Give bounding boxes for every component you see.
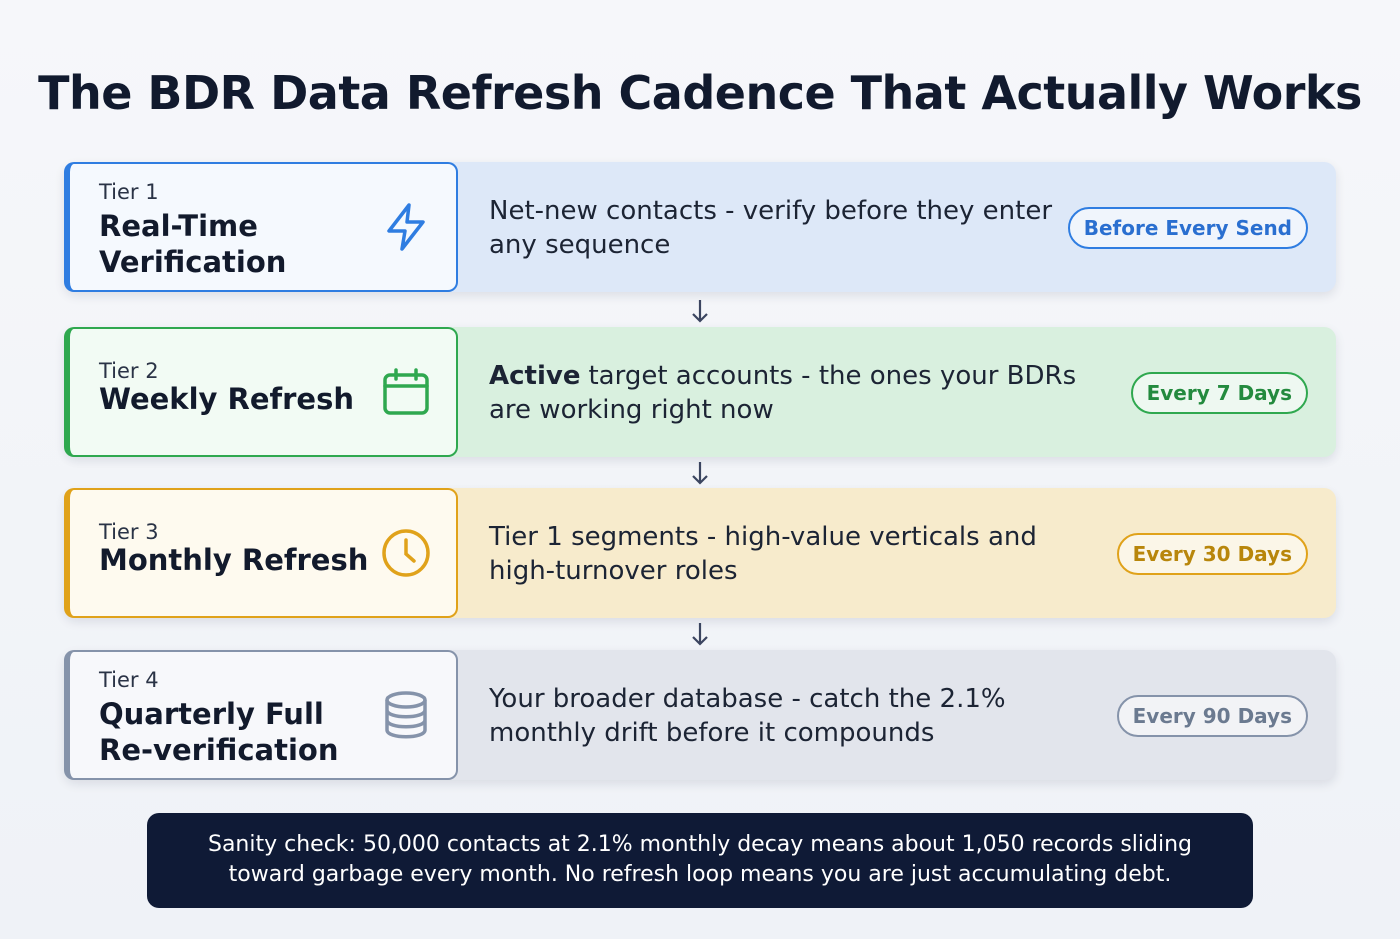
description-emphasis: Active bbox=[489, 361, 581, 391]
tier-card: Tier 1 Real-Time Verification Net-new co… bbox=[64, 162, 1336, 292]
arrow bbox=[692, 623, 708, 646]
tier-box: Tier 2 Weekly Refresh bbox=[64, 327, 458, 457]
tier-box: Tier 4 Quarterly Full Re-verification bbox=[64, 650, 458, 780]
database-icon bbox=[385, 691, 427, 739]
tier-description: Your broader database - catch the 2.1% m… bbox=[489, 684, 1006, 748]
cadence-badge: Before Every Send bbox=[1067, 207, 1308, 249]
arrow bbox=[692, 462, 708, 485]
calendar-icon bbox=[383, 368, 429, 415]
tier-label: Tier 3 bbox=[99, 520, 159, 544]
tier-name: Quarterly Full Re-verification bbox=[99, 697, 339, 767]
tier-name: Monthly Refresh bbox=[99, 543, 369, 577]
cadence-badge: Every 7 Days bbox=[1130, 372, 1308, 414]
tier-box: Tier 1 Real-Time Verification bbox=[64, 162, 458, 292]
footer-note: Sanity check: 50,000 contacts at 2.1% mo… bbox=[147, 813, 1253, 908]
tier-description: Active target accounts - the ones your BD… bbox=[489, 359, 1079, 427]
tier-label: Tier 4 bbox=[99, 668, 159, 692]
tier-name: Real-Time Verification bbox=[99, 209, 287, 279]
tier-card: Tier 3 Monthly Refresh Tier 1 segments -… bbox=[64, 488, 1336, 618]
title: The BDR Data Refresh Cadence That Actual… bbox=[38, 66, 1362, 120]
tier-label: Tier 2 bbox=[99, 359, 159, 383]
tier-description: Tier 1 segments - high-value verticals a… bbox=[489, 522, 1037, 586]
description-text: target accounts - the ones your BDRs are… bbox=[489, 361, 1077, 425]
tier-label: Tier 1 bbox=[99, 180, 159, 204]
tier-box: Tier 3 Monthly Refresh bbox=[64, 488, 458, 618]
tier-name: Weekly Refresh bbox=[99, 382, 355, 416]
tier-description: Net-new contacts - verify before they en… bbox=[489, 196, 1053, 260]
tier-card: Tier 2 Weekly Refresh Active target accou… bbox=[64, 327, 1336, 457]
lightning-icon bbox=[387, 203, 425, 251]
cadence-badge: Every 90 Days bbox=[1116, 695, 1308, 737]
arrow bbox=[692, 300, 708, 323]
cadence-badge: Every 30 Days bbox=[1116, 533, 1308, 575]
tier-card: Tier 4 Quarterly Full Re-verification Yo… bbox=[64, 650, 1336, 780]
clock-icon bbox=[382, 529, 430, 577]
